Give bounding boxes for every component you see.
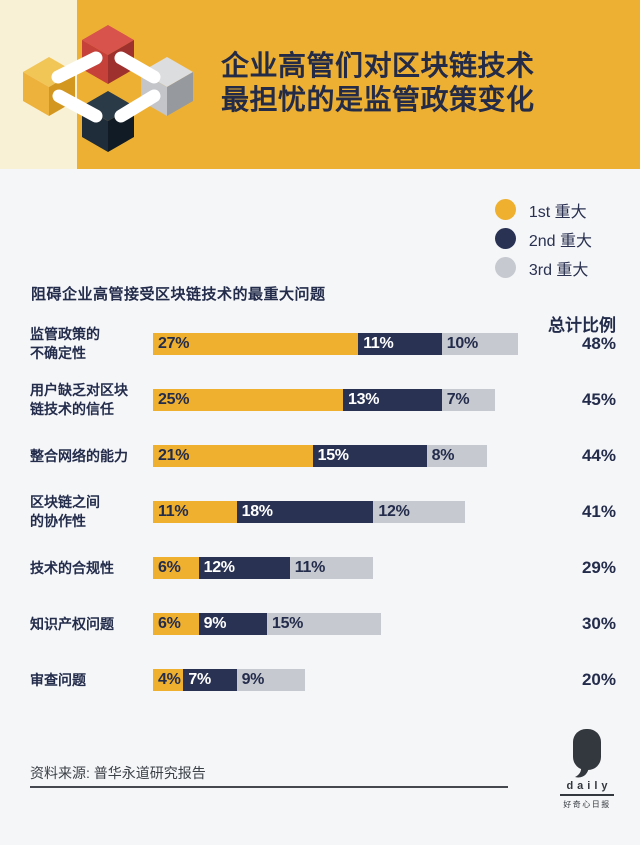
- bar-segment: 11%: [289, 557, 374, 579]
- category-label: 整合网络的能力: [30, 447, 128, 464]
- bar-segment: 8%: [426, 445, 488, 467]
- stacked-bar: 4% 7% 9%: [153, 669, 518, 691]
- bar-segment: 10%: [441, 333, 518, 355]
- row-total: 30%: [581, 614, 616, 633]
- legend-label: 2nd 重大: [528, 232, 592, 250]
- bar-segment: 27%: [153, 333, 359, 355]
- stacked-bar: 21% 15% 8%: [153, 445, 518, 467]
- row-total: 45%: [581, 390, 616, 409]
- category-label: 知识产权问题: [30, 615, 114, 632]
- bar-segment: 11%: [153, 501, 237, 523]
- row-total: 20%: [581, 670, 616, 689]
- bar-segment: 9%: [198, 613, 267, 635]
- gray-cube-icon: [141, 57, 193, 116]
- stacked-bar: 27% 11% 10%: [153, 333, 518, 355]
- footer-divider: [30, 786, 508, 788]
- navy-cube-icon: [82, 91, 134, 152]
- source-note: 资料来源: 普华永道研究报告: [30, 765, 206, 781]
- bar-segment: 15%: [312, 445, 427, 467]
- chart-row: 用户缺乏对区块 链技术的信任 25% 13% 7% 45%: [30, 372, 616, 428]
- page-title-line1: 企业高管们对区块链技术: [221, 50, 535, 81]
- legend-item: 1st 重大: [494, 195, 592, 224]
- legend-swatch-icon: [494, 228, 516, 249]
- category-label: 审查问题: [30, 671, 86, 688]
- row-total: 44%: [581, 446, 616, 465]
- blockchain-cubes-icon: [23, 25, 193, 152]
- page-title: 企业高管们对区块链技术 最担忧的是监管政策变化: [221, 49, 535, 117]
- category-label: 用户缺乏对区块 链技术的信任: [30, 382, 128, 417]
- qdaily-wordmark: daily: [560, 780, 614, 796]
- legend-item: 3rd 重大: [494, 253, 592, 282]
- chart-row: 审查问题 4% 7% 9% 20%: [30, 652, 616, 708]
- legend-label: 3rd 重大: [528, 261, 589, 279]
- legend-item: 2nd 重大: [494, 224, 592, 253]
- bar-segment: 12%: [198, 557, 290, 579]
- page-title-line2: 最担忧的是监管政策变化: [221, 84, 535, 115]
- cube-links-icon: [51, 51, 161, 123]
- stacked-bar: 11% 18% 12%: [153, 501, 518, 523]
- totals-column-header: 总计比例: [548, 316, 616, 335]
- stacked-bar: 25% 13% 7%: [153, 389, 518, 411]
- category-label: 区块链之间 的协作性: [30, 494, 100, 529]
- legend-label: 1st 重大: [528, 203, 587, 221]
- bar-segment: 21%: [153, 445, 313, 467]
- category-label: 技术的合规性: [30, 559, 114, 576]
- stacked-bar: 6% 12% 11%: [153, 557, 518, 579]
- qdaily-q-icon: [573, 729, 601, 778]
- bar-segment: 18%: [236, 501, 374, 523]
- chart-row: 技术的合规性 6% 12% 11% 29%: [30, 540, 616, 596]
- bar-segment: 11%: [358, 333, 442, 355]
- chart-row: 监管政策的 不确定性 27% 11% 10% 48%: [30, 316, 616, 372]
- row-total: 29%: [581, 558, 616, 577]
- row-total: 41%: [581, 502, 616, 521]
- stacked-bar: 6% 9% 15%: [153, 613, 518, 635]
- chart-row: 知识产权问题 6% 9% 15% 30%: [30, 596, 616, 652]
- row-total: 48%: [581, 334, 616, 353]
- bar-segment: 13%: [343, 389, 442, 411]
- chart-row: 整合网络的能力 21% 15% 8% 44%: [30, 428, 616, 484]
- category-label: 监管政策的 不确定性: [30, 326, 100, 361]
- bar-segment: 7%: [441, 389, 495, 411]
- chart-row: 区块链之间 的协作性 11% 18% 12% 41%: [30, 484, 616, 540]
- bar-chart: 监管政策的 不确定性 27% 11% 10% 48% 用户缺乏对区块 链技术的信任 25% 1…: [30, 316, 616, 708]
- legend-swatch-icon: [494, 199, 516, 220]
- bar-segment: 7%: [183, 669, 237, 691]
- qdaily-logo: daily 好奇心日报: [560, 729, 614, 810]
- bar-segment: 4%: [153, 669, 184, 691]
- bar-segment: 9%: [236, 669, 305, 691]
- bar-segment: 15%: [266, 613, 381, 635]
- qdaily-tagline: 好奇心日报: [563, 800, 611, 809]
- bar-segment: 6%: [153, 557, 199, 579]
- chart-heading: 阻碍企业高管接受区块链技术的最重大问题: [31, 286, 326, 303]
- legend-swatch-icon: [494, 257, 516, 278]
- bar-segment: 6%: [153, 613, 199, 635]
- bar-segment: 25%: [153, 389, 343, 411]
- bar-segment: 12%: [373, 501, 465, 523]
- chart-legend: 1st 重大 2nd 重大 3rd 重大: [494, 195, 592, 282]
